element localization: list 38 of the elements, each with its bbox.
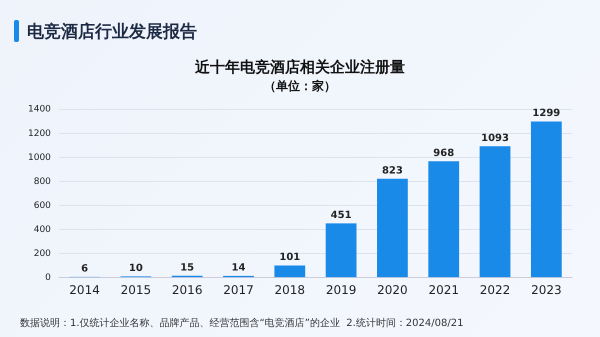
x-tick-label: 2021 (428, 282, 459, 297)
bar (326, 223, 356, 278)
data-label: 451 (330, 210, 352, 222)
y-tick-label: 0 (45, 272, 52, 283)
bar (274, 265, 306, 278)
x-tick-label: 2016 (172, 282, 202, 297)
data-label: 823 (382, 165, 403, 176)
y-tick-label: 200 (34, 248, 52, 259)
text: 电竞酒店行业发展报告 (27, 21, 197, 43)
y-tick-label: 600 (34, 200, 52, 211)
y-tick-label: 1400 (28, 104, 52, 115)
bar (428, 161, 460, 278)
x-tick-label: 2020 (377, 282, 408, 297)
x-tick-label: 2017 (223, 282, 254, 297)
x-tick-label: 2015 (120, 282, 152, 297)
chart-subtitle: （单位：家） (263, 78, 337, 95)
bar (480, 146, 510, 278)
data-label: 6 (81, 263, 88, 274)
bar (377, 178, 408, 278)
x-tick-label: 2023 (531, 282, 562, 297)
y-tick-label: 1200 (28, 128, 52, 139)
data-label: 10 (128, 262, 143, 274)
x-tick-label: 2014 (69, 282, 100, 297)
y-tick-label: 800 (34, 176, 52, 187)
chart-title: 近十年电竞酒店相关企业注册量 (194, 58, 406, 77)
x-tick-label: 2022 (480, 282, 510, 297)
data-label: 968 (433, 148, 454, 159)
bar (530, 122, 562, 278)
text: 数据说明：1.仅统计企业名称、品牌产品、经营范围含“电竞酒店”的企业 2.统计时间：2024/08/21 (20, 316, 464, 330)
data-label: 1093 (481, 132, 509, 144)
data-label: 15 (180, 262, 194, 274)
data-label: 1299 (532, 108, 560, 120)
y-tick-label: 1000 (28, 152, 52, 163)
data-label: 101 (279, 252, 300, 264)
y-tick-label: 400 (34, 224, 52, 235)
x-tick-label: 2018 (274, 282, 306, 297)
x-tick-label: 2019 (326, 282, 356, 297)
data-label: 14 (232, 262, 246, 274)
